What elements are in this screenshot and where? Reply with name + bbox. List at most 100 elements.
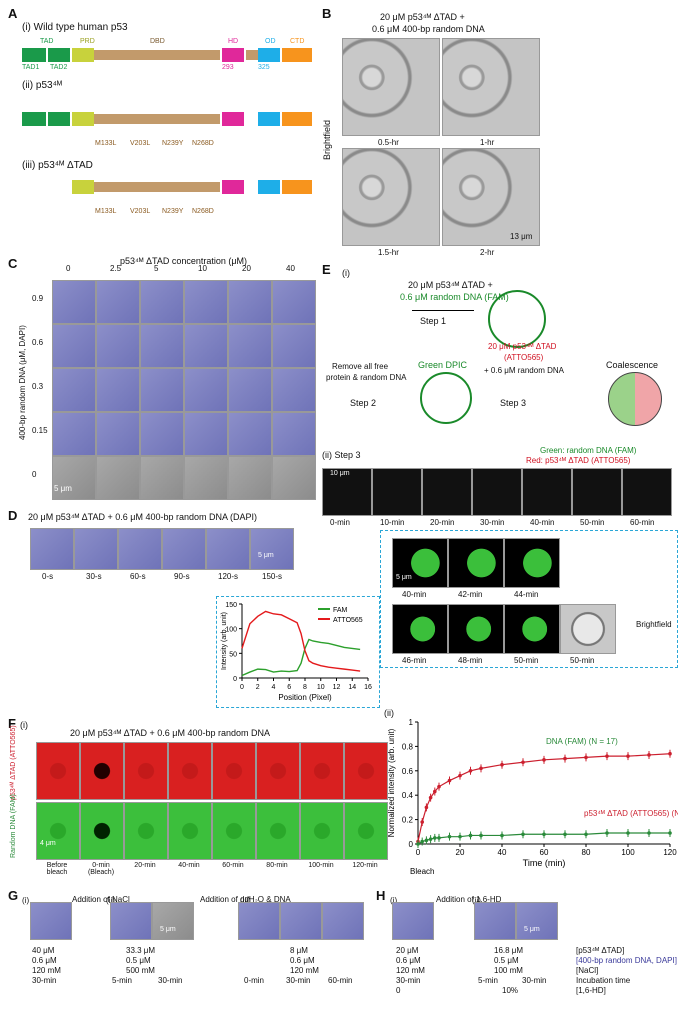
hd-domain-dtad xyxy=(222,180,244,194)
e-red2: (ATTO565) xyxy=(504,353,544,362)
e-timelapse-tile xyxy=(572,468,622,516)
x-tick-label: 12 xyxy=(333,684,341,691)
b-time-0: 0.5-hr xyxy=(378,138,399,147)
e-green-dpic: Green DPIC xyxy=(418,360,468,370)
e-red1: 20 μM p53⁴ᴹ ΔTAD xyxy=(488,342,557,351)
f-time-label: 80-min xyxy=(266,862,288,869)
c-row-header: 0 xyxy=(32,470,37,479)
data-point xyxy=(433,836,437,840)
c-image-tile xyxy=(228,456,272,500)
g-add-water: Addition of ddH₂O & DNA xyxy=(200,895,291,904)
c-image-tile xyxy=(140,368,184,412)
c-image-tile xyxy=(52,280,96,324)
e-zoom-time: 50-min xyxy=(570,656,595,665)
e-zoom-time: 44-min xyxy=(514,590,539,599)
e-step1-text2: 0.6 μM random DNA (FAM) xyxy=(400,292,509,302)
g-col-i-value: 40 μM xyxy=(32,946,55,955)
e-time-label: 20-min xyxy=(430,518,455,527)
data-point xyxy=(668,831,672,835)
c-image-tile xyxy=(272,456,316,500)
f-red-tile xyxy=(300,742,344,800)
x-tick-label: 10 xyxy=(317,684,325,691)
data-point xyxy=(605,831,609,835)
h-image-ii-a xyxy=(474,902,516,940)
x-tick-label: 120 xyxy=(663,848,677,857)
b-image-0-5hr xyxy=(342,38,440,136)
h-scale: 5 μm xyxy=(524,926,540,933)
f-row1-label: p53⁴ᴹ ΔTAD (ATTO565) xyxy=(10,725,17,800)
e-zoom-box xyxy=(380,530,678,668)
h-image-ii-b xyxy=(516,902,558,940)
e-time-label: 10-min xyxy=(380,518,405,527)
data-point xyxy=(416,842,420,846)
c-image-tile xyxy=(184,324,228,368)
dbd-domain xyxy=(94,50,220,60)
e-droplet-2 xyxy=(420,372,472,424)
c-row-header: 0.3 xyxy=(32,382,44,391)
data-point xyxy=(433,789,437,794)
h-col-ii-time: 30-min xyxy=(522,976,547,985)
f-time-label: 0-min (Bleach) xyxy=(87,862,115,876)
c-image-tile xyxy=(184,280,228,324)
dbd-domain-4m xyxy=(94,114,220,124)
y-tick-label: 0 xyxy=(233,676,237,683)
c-image-tile xyxy=(228,280,272,324)
x-tick-label: 2 xyxy=(256,684,260,691)
f-red-tile xyxy=(36,742,80,800)
panel-label-h: H xyxy=(376,888,386,903)
panel-label-c: C xyxy=(8,256,18,271)
g-image-i xyxy=(30,902,72,940)
g-image-iii-a xyxy=(238,902,280,940)
data-point xyxy=(626,754,630,758)
mut-n239y: N239Y xyxy=(162,140,184,147)
c-col-header: 5 xyxy=(154,264,159,273)
f-red-tile xyxy=(344,742,388,800)
f-time-label: 100-min xyxy=(308,862,334,869)
c-image-tile xyxy=(52,456,96,500)
linker xyxy=(246,50,258,60)
data-point xyxy=(584,832,588,837)
g-col-iii-value: 120 mM xyxy=(290,966,319,975)
f-red-tile xyxy=(212,742,256,800)
g-col-i-value: 120 mM xyxy=(32,966,61,975)
hd-domain xyxy=(222,48,244,62)
tad1-domain xyxy=(22,48,46,62)
num-325: 325 xyxy=(258,64,270,71)
g-image-ii-a xyxy=(110,902,152,940)
data-point xyxy=(437,784,441,789)
c-image-tile xyxy=(140,324,184,368)
h-col-i-value: 120 mM xyxy=(396,966,425,975)
h-image-i xyxy=(392,902,434,940)
e-step1: Step 1 xyxy=(420,316,447,326)
num-293: 293 xyxy=(222,64,234,71)
e-time-label: 60-min xyxy=(630,518,655,527)
x-tick-label: 0 xyxy=(416,848,421,857)
data-point xyxy=(668,751,672,756)
y-tick-label: 0.8 xyxy=(402,742,414,751)
c-image-tile xyxy=(140,456,184,500)
e-zoom-tile xyxy=(504,604,560,654)
e-remove1: Remove all free xyxy=(332,362,389,371)
mut-n239y-d: N239Y xyxy=(162,208,184,215)
data-point xyxy=(458,773,462,778)
d-time-label: 30-s xyxy=(86,572,102,581)
x-tick-label: 80 xyxy=(582,848,591,857)
x-tick-label: 0 xyxy=(240,684,244,691)
e-time-label: 40-min xyxy=(530,518,555,527)
c-image-tile xyxy=(140,412,184,456)
h-col-i-value: 20 μM xyxy=(396,946,419,955)
h-col-i-value: 0 xyxy=(396,986,401,995)
x-tick-label: 16 xyxy=(364,684,372,691)
c-image-tile xyxy=(228,368,272,412)
mut-n268d-d: N268D xyxy=(192,208,214,215)
c-image-tile xyxy=(96,412,140,456)
c-image-tile xyxy=(52,412,96,456)
data-point xyxy=(447,834,452,839)
tad-label: TAD xyxy=(40,38,54,45)
e-intensity-chart: 0 2 4 6 8 10 12 14 16 0 50 100 150 Position (Pixel) In… xyxy=(221,602,372,702)
data-point xyxy=(468,769,473,773)
tad1-label: TAD1 xyxy=(22,64,40,71)
e-zoom-time: 42-min xyxy=(458,590,483,599)
y-tick-label: 1 xyxy=(409,718,414,727)
series-line xyxy=(241,610,361,672)
